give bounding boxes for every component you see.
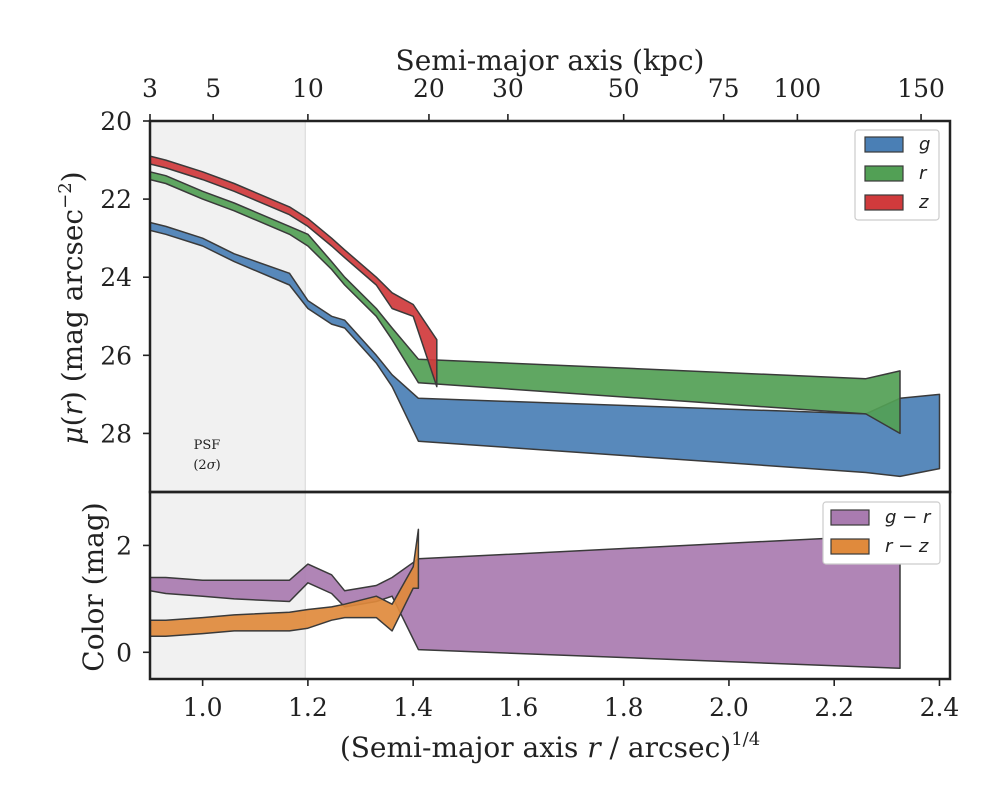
band-r: [150, 171, 901, 435]
top-x-tick-label: 3: [142, 74, 158, 103]
top-y-axis-title: μ(r) (mag arcsec−2): [55, 171, 89, 444]
bottom-panel-frame: [148, 490, 952, 681]
legend-label-color-1: r − z: [885, 536, 929, 557]
band-z: [150, 155, 438, 388]
psf-annotation: PSF: [194, 438, 221, 453]
color-bands: [150, 528, 901, 670]
color-y-tick-label: 0: [116, 638, 132, 667]
band-gr: [150, 533, 901, 670]
bottom-legend: g − r r − z: [822, 501, 941, 565]
x-tick-label: 1.2: [288, 693, 328, 722]
band-rz: [150, 528, 420, 638]
top-x-tick-label: 5: [205, 74, 221, 103]
y-tick-label: 24: [100, 263, 132, 292]
x-tick-label: 2.0: [709, 693, 749, 722]
y-tick-label: 28: [100, 419, 132, 448]
x-tick-label: 1.0: [183, 693, 223, 722]
x-tick-label: 2.4: [920, 693, 960, 722]
y-tick-label: 20: [100, 107, 132, 136]
top-x-tick-label: 75: [708, 74, 740, 103]
bottom-y-axis-title: Color (mag): [77, 502, 110, 671]
psf-annotation-sigma: (2σ): [193, 458, 220, 473]
legend-label-color-0: g − r: [885, 507, 932, 528]
legend-label-z: z: [918, 192, 929, 213]
legend-label-r: r: [919, 163, 928, 184]
top-x-tick-label: 150: [897, 74, 945, 103]
axis-ticks: 1.0 1.2 1.4 1.6 1.8 2.0 2.2 2.43 5 10 20 30 50 75 100 1…: [100, 74, 959, 722]
x-tick-label: 1.8: [604, 693, 644, 722]
surface-brightness-bands: [150, 155, 941, 478]
x-tick-label: 2.2: [814, 693, 854, 722]
x-tick-label: 1.6: [499, 693, 539, 722]
legend-swatch-color-0: [830, 509, 870, 526]
legend-swatch-color-1: [830, 538, 870, 555]
top-x-tick-label: 30: [492, 74, 524, 103]
legend-label-g: g: [919, 134, 930, 155]
color-y-tick-label: 2: [116, 531, 132, 560]
band-g: [150, 221, 941, 478]
y-tick-label: 22: [100, 185, 132, 214]
legend-swatch-r: [864, 165, 904, 182]
y-tick-label: 26: [100, 341, 132, 370]
top-legend: grz: [854, 129, 940, 221]
top-x-tick-label: 50: [608, 74, 640, 103]
legend-swatch-g: [864, 136, 904, 153]
top-x-tick-label: 10: [292, 74, 324, 103]
legend-swatch-z: [864, 194, 904, 211]
top-axis-title: Semi-major axis (kpc): [396, 44, 705, 77]
top-x-tick-label: 100: [774, 74, 822, 103]
x-tick-label: 1.4: [393, 693, 433, 722]
top-x-tick-label: 20: [413, 74, 445, 103]
bottom-x-axis-title: (Semi-major axis r / arcsec)1/4: [340, 729, 760, 764]
